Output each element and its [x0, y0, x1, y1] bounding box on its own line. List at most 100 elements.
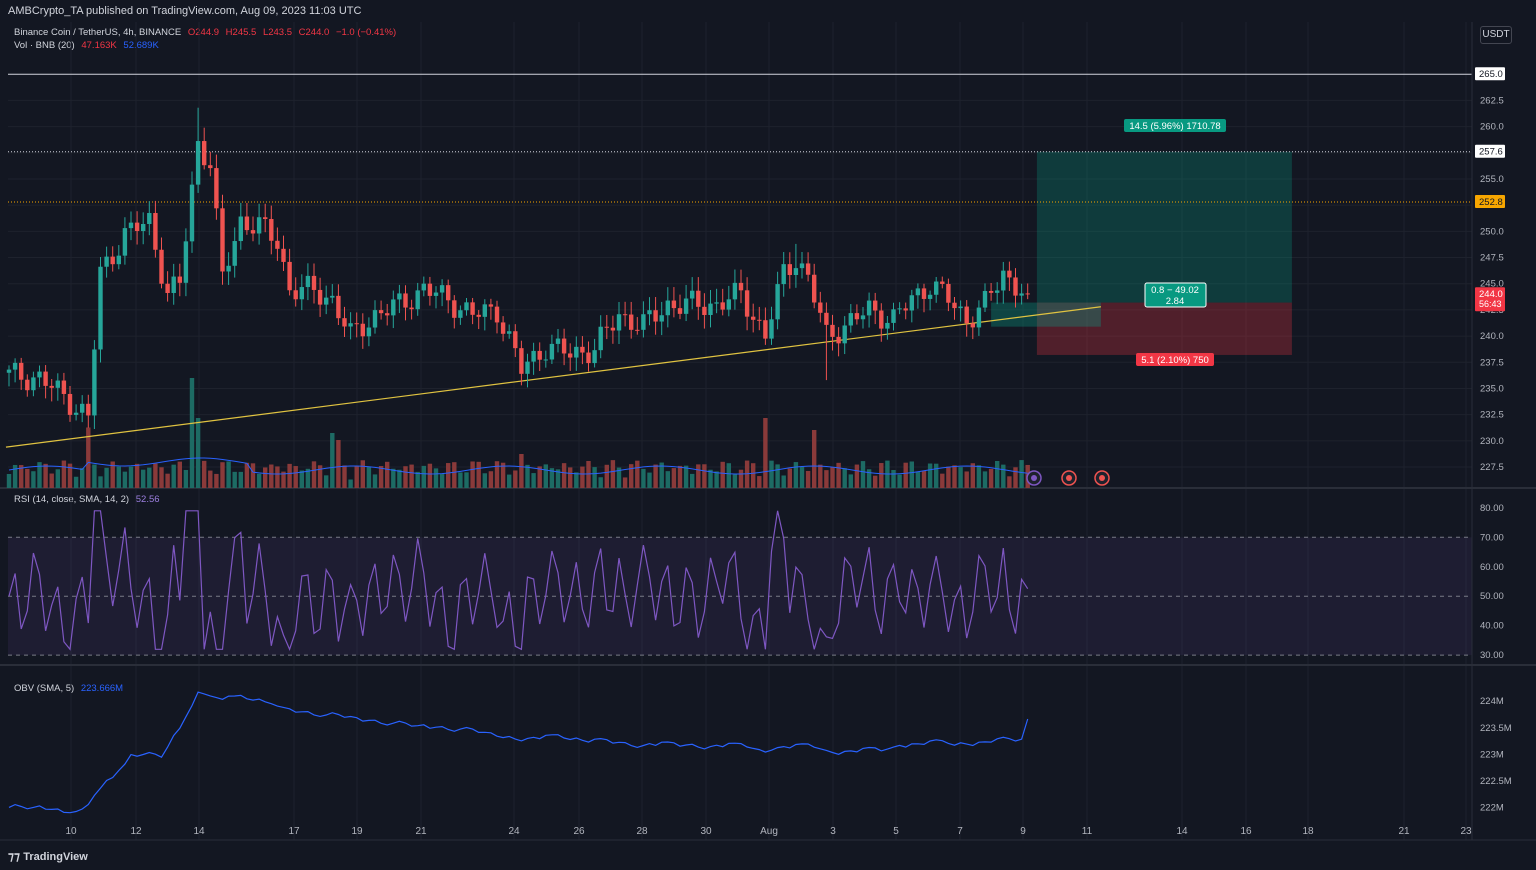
candle: [189, 171, 195, 253]
price-tick-label: 260.0: [1480, 122, 1504, 133]
volume-bar: [1001, 464, 1006, 488]
candle: [848, 304, 853, 333]
candle: [49, 378, 54, 402]
volume-bar: [263, 467, 268, 488]
candle: [787, 252, 792, 289]
candle-body: [964, 306, 969, 324]
volume-bar: [738, 469, 744, 488]
candle-body: [781, 264, 786, 285]
stop-zone: [1036, 302, 1292, 355]
us-flag-icon[interactable]: [1061, 470, 1077, 486]
candle-body: [891, 309, 896, 323]
rsi-label[interactable]: RSI (14, close, SMA, 14, 2): [14, 494, 130, 505]
position-tool: 14.5 (5.96%) 1710.78 5.1 (2.10%) 750 0.8 −…: [991, 119, 1292, 366]
tradingview-logo[interactable]: ⁊⁊ TradingView: [8, 849, 88, 863]
candle-body: [805, 263, 811, 275]
candle: [513, 324, 518, 358]
candle: [622, 301, 628, 327]
volume-bar: [555, 469, 561, 488]
center-label-line1: 0.8 − 49.02: [1151, 285, 1199, 296]
price-tag-252: 252.8: [1475, 195, 1505, 208]
candle: [409, 299, 414, 320]
candle-body: [860, 315, 866, 320]
candle: [458, 305, 463, 325]
center-label: 0.8 − 49.022.84: [1144, 282, 1207, 308]
candle-body: [385, 313, 390, 316]
candle: [995, 282, 1000, 305]
candle: [531, 342, 536, 375]
volume-bar: [214, 473, 219, 488]
candle-body: [73, 412, 79, 415]
volume-bar: [397, 469, 402, 488]
lightning-icon[interactable]: [1026, 470, 1042, 486]
time-tick-label: 24: [508, 826, 520, 837]
candle: [366, 317, 372, 347]
volume-bar: [744, 460, 750, 488]
candle-body: [824, 312, 829, 325]
time-tick-label: 17: [288, 826, 300, 837]
candle: [31, 371, 36, 397]
candle-body: [543, 359, 548, 361]
currency-unit-button[interactable]: USDT: [1480, 26, 1512, 44]
candle-body: [92, 349, 97, 416]
candle: [494, 300, 500, 334]
candle-body: [61, 380, 67, 394]
candle-body: [934, 281, 939, 295]
candle-body: [915, 288, 921, 296]
volume-bar: [153, 463, 158, 488]
us-flag-icon[interactable]: [1094, 470, 1110, 486]
candle: [110, 246, 115, 272]
time-tick-label: 21: [415, 826, 427, 837]
time-tick-label: 21: [1398, 826, 1410, 837]
candle-body: [604, 326, 609, 328]
volume-bar: [671, 468, 677, 488]
obv-label[interactable]: OBV (SMA, 5): [14, 683, 75, 694]
volume-bar: [43, 463, 48, 488]
rsi-tick-label: 80.00: [1480, 503, 1504, 514]
candle-body: [43, 371, 48, 386]
volume-label[interactable]: Vol · BNB (20): [14, 40, 75, 51]
candle-body: [659, 315, 664, 322]
candle-body: [80, 403, 85, 413]
candle-body: [1001, 270, 1006, 291]
candle-body: [946, 283, 951, 303]
candle-body: [324, 297, 329, 305]
volume-bar: [12, 464, 18, 488]
volume-bar: [799, 466, 805, 488]
volume-bar: [293, 466, 298, 488]
candle-body: [439, 285, 445, 293]
time-tick-label: 3: [830, 826, 836, 837]
candle: [519, 340, 524, 386]
symbol-title[interactable]: Binance Coin / TetherUS, 4h, BINANCE: [14, 27, 182, 38]
volume-bar: [586, 460, 591, 488]
candle-body: [269, 218, 274, 241]
candle: [482, 299, 487, 331]
candle-body: [171, 276, 176, 293]
volume-bar: [934, 463, 939, 488]
candle: [665, 287, 670, 328]
candle-body: [708, 303, 713, 315]
candle-body: [464, 302, 469, 311]
candle: [476, 310, 481, 330]
candle-body: [446, 285, 451, 301]
candle-body: [86, 403, 91, 416]
volume-bar: [561, 463, 567, 488]
rsi-line: [8, 510, 1029, 651]
candle: [269, 205, 274, 255]
candle-body: [348, 323, 353, 327]
time-tick-label: 11: [1082, 826, 1093, 837]
candle: [73, 404, 79, 421]
volume-ma-value: 52.689K: [123, 40, 159, 51]
candle-body: [574, 346, 579, 358]
candle-body: [494, 306, 500, 323]
volume-bar: [275, 466, 280, 488]
candle: [311, 263, 317, 304]
time-tick-label: 14: [1176, 826, 1188, 837]
time-tick-label: 23: [1460, 826, 1472, 837]
brand-text: TradingView: [23, 851, 88, 863]
candle: [769, 306, 774, 345]
price-tick-label: 262.5: [1480, 95, 1504, 106]
candle: [446, 279, 451, 314]
candle-body: [995, 290, 1000, 293]
